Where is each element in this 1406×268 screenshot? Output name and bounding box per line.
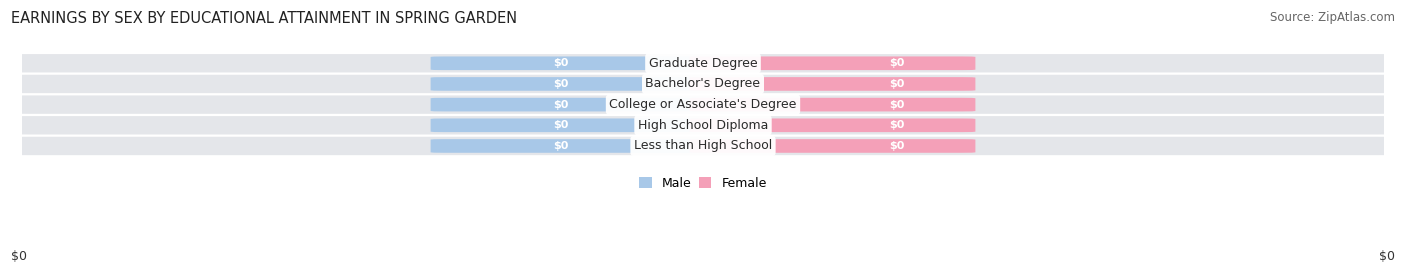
Text: College or Associate's Degree: College or Associate's Degree [609, 98, 797, 111]
FancyBboxPatch shape [689, 139, 976, 153]
FancyBboxPatch shape [430, 98, 717, 111]
Text: $0: $0 [553, 141, 568, 151]
Text: $0: $0 [890, 141, 905, 151]
Text: Less than High School: Less than High School [634, 139, 772, 152]
Text: $0: $0 [890, 79, 905, 89]
Text: $0: $0 [890, 58, 905, 68]
FancyBboxPatch shape [6, 75, 1400, 93]
Text: Graduate Degree: Graduate Degree [648, 57, 758, 70]
FancyBboxPatch shape [430, 77, 717, 91]
Text: $0: $0 [553, 79, 568, 89]
FancyBboxPatch shape [6, 95, 1400, 114]
FancyBboxPatch shape [689, 77, 976, 91]
FancyBboxPatch shape [6, 116, 1400, 135]
Text: $0: $0 [553, 58, 568, 68]
FancyBboxPatch shape [430, 118, 717, 132]
Legend: Male, Female: Male, Female [634, 172, 772, 195]
Text: High School Diploma: High School Diploma [638, 119, 768, 132]
FancyBboxPatch shape [689, 98, 976, 111]
Text: EARNINGS BY SEX BY EDUCATIONAL ATTAINMENT IN SPRING GARDEN: EARNINGS BY SEX BY EDUCATIONAL ATTAINMEN… [11, 11, 517, 26]
FancyBboxPatch shape [689, 118, 976, 132]
FancyBboxPatch shape [6, 54, 1400, 72]
Text: $0: $0 [1379, 250, 1395, 263]
Text: Bachelor's Degree: Bachelor's Degree [645, 77, 761, 90]
Text: $0: $0 [11, 250, 27, 263]
FancyBboxPatch shape [6, 137, 1400, 155]
Text: Source: ZipAtlas.com: Source: ZipAtlas.com [1270, 11, 1395, 24]
Text: $0: $0 [553, 120, 568, 130]
FancyBboxPatch shape [689, 57, 976, 70]
Text: $0: $0 [553, 100, 568, 110]
Text: $0: $0 [890, 100, 905, 110]
FancyBboxPatch shape [430, 139, 717, 153]
Text: $0: $0 [890, 120, 905, 130]
FancyBboxPatch shape [430, 57, 717, 70]
